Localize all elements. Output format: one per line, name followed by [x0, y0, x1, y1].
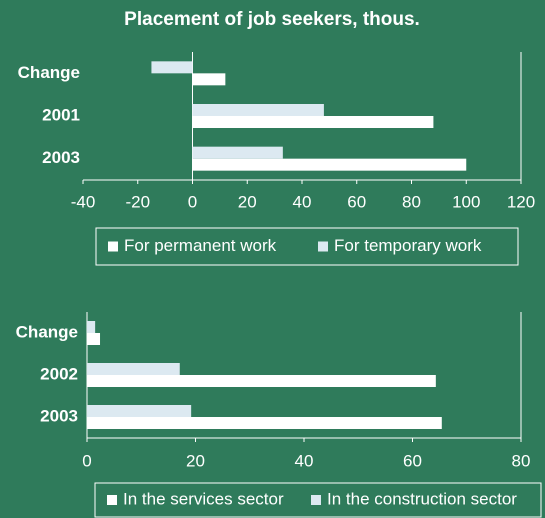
legend-label: For temporary work: [334, 236, 482, 255]
x-tick-label: 40: [293, 192, 312, 211]
category-label: 2001: [42, 105, 80, 124]
legend-swatch: [108, 241, 118, 252]
x-tick-label: 80: [512, 451, 531, 470]
title: Placement of job seekers, thous.: [124, 9, 420, 30]
x-tick-label: 0: [188, 192, 197, 211]
x-tick-label: 80: [402, 192, 421, 211]
x-tick-label: 20: [238, 192, 257, 211]
legend-label: In the construction sector: [327, 489, 517, 508]
x-tick-label: 100: [452, 192, 480, 211]
x-tick-label: 20: [186, 451, 205, 470]
bar: [87, 375, 436, 387]
bar: [87, 363, 180, 375]
bar: [192, 104, 324, 116]
bar: [87, 417, 442, 429]
category-label: Change: [18, 63, 80, 82]
x-tick-label: -20: [125, 192, 150, 211]
bar: [192, 116, 434, 128]
legend-swatch: [318, 241, 328, 252]
legend-box: [95, 227, 519, 266]
legend-label: In the services sector: [123, 489, 284, 508]
legend-box: [94, 482, 542, 518]
bar: [192, 158, 467, 171]
category-label: Change: [16, 322, 78, 341]
legend-swatch: [107, 495, 117, 505]
x-tick-label: 60: [403, 451, 422, 470]
category-label: 2003: [40, 406, 78, 425]
category-label: 2002: [40, 364, 78, 383]
x-tick-label: 40: [295, 451, 314, 470]
bar: [151, 61, 193, 74]
bar: [87, 405, 192, 417]
legend-swatch: [311, 495, 321, 505]
bar: [87, 321, 96, 333]
legend-label: For permanent work: [124, 236, 277, 255]
x-tick-label: 60: [347, 192, 366, 211]
x-tick-label: 120: [507, 192, 535, 211]
x-tick-label: -40: [71, 192, 96, 211]
bar: [192, 73, 226, 86]
bar: [192, 146, 283, 159]
bar: [87, 333, 101, 345]
category-label: 2003: [42, 148, 80, 167]
x-tick-label: 0: [82, 451, 91, 470]
